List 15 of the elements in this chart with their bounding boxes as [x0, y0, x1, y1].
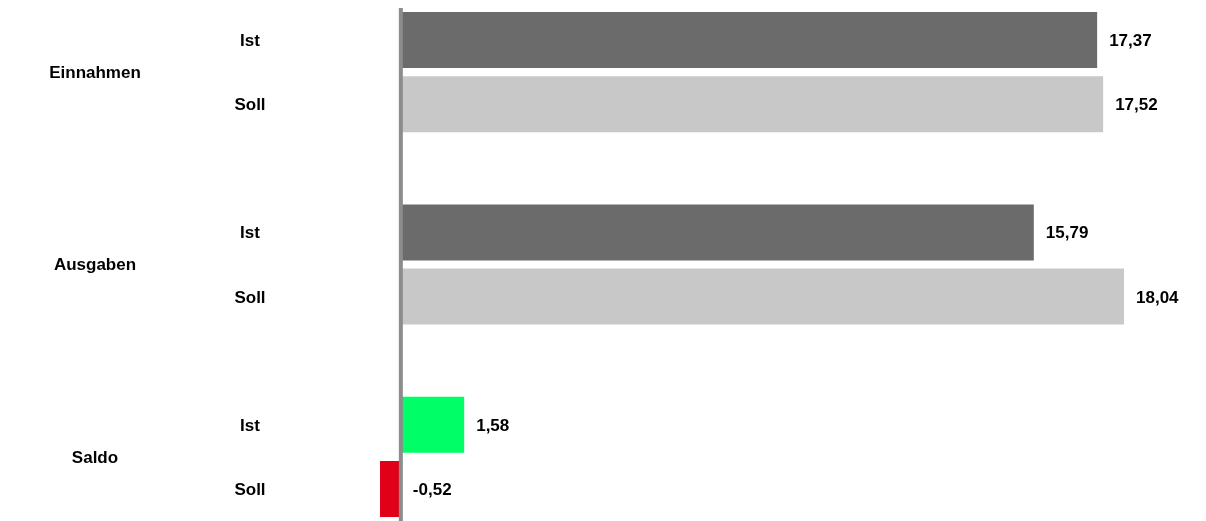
y-tick-label: Ist [240, 223, 261, 243]
text: Einnahmen [49, 63, 141, 83]
data-label: 15,79 [1045, 223, 1089, 243]
y-tick-label: Soll [234, 287, 266, 307]
y-tick-label: Soll [234, 95, 266, 115]
text: Ausgaben [53, 255, 137, 275]
data-label: 17,37 [1109, 31, 1152, 50]
data-label: 17,52 [1115, 95, 1158, 115]
y-tick-label: Ist [240, 31, 261, 51]
data-label: 18,04 [1136, 287, 1180, 307]
data-label: -0,52 [412, 479, 452, 499]
y-tick-label: Ist [240, 415, 261, 435]
data-label: 1,58 [476, 415, 510, 435]
y-tick-label: Soll [234, 479, 266, 499]
text: Saldo [71, 447, 119, 467]
